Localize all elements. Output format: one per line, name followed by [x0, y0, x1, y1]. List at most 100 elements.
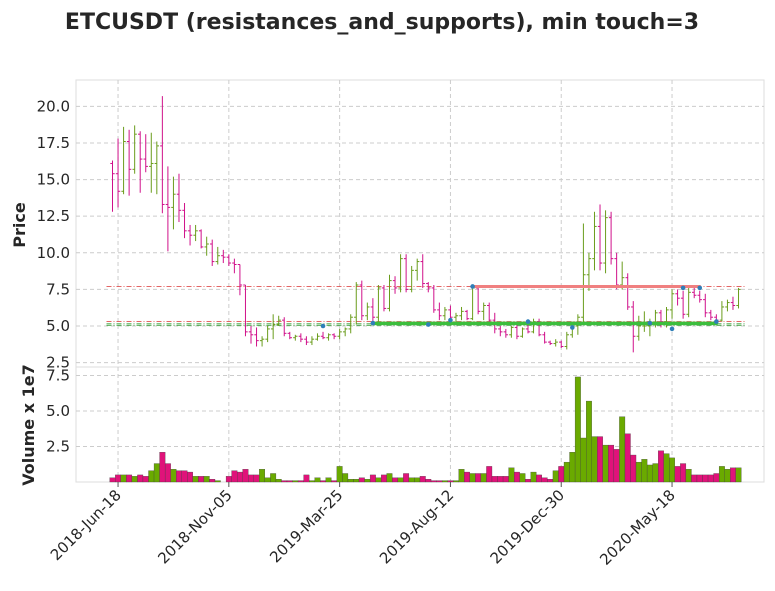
candle [265, 326, 270, 343]
candle [342, 327, 348, 337]
candle [697, 290, 702, 303]
volume-bar [680, 463, 687, 483]
volume-bar [724, 469, 731, 483]
volume-bar [547, 479, 554, 483]
chart-title: ETCUSDT (resistances_and_supports), min … [65, 10, 699, 35]
candle [132, 125, 137, 174]
candle [725, 299, 730, 312]
date-tick-label: 2018-Jun-18 [47, 486, 125, 564]
candle [193, 224, 198, 242]
price-tick-label: 2.5 [46, 354, 70, 372]
candle [315, 333, 320, 341]
volume-bar [347, 479, 354, 483]
volume-bar [624, 433, 631, 483]
volume-bar [181, 470, 188, 483]
volume-bar [646, 464, 653, 483]
volume-bar [209, 479, 216, 483]
volume-bar [419, 476, 426, 483]
volume-bar [364, 479, 371, 483]
volume-bar [353, 479, 360, 483]
candle [553, 339, 558, 347]
candle [381, 285, 387, 312]
price-tick-label: 5.0 [46, 317, 70, 335]
candle [736, 287, 741, 309]
candle [730, 296, 736, 310]
volume-bar [369, 474, 376, 483]
volume-bar [403, 473, 410, 483]
volume-bar [115, 474, 121, 483]
candle [187, 224, 193, 246]
volume-bar [425, 479, 432, 483]
candle [680, 290, 686, 319]
volume-bar [137, 474, 144, 483]
candle [514, 324, 520, 340]
volume-bar [453, 480, 459, 483]
candle [459, 306, 464, 321]
date-tick-label: 2019-Mar-25 [266, 486, 346, 566]
volume-bar [375, 477, 382, 483]
candle [692, 287, 697, 299]
candle [176, 173, 182, 223]
volume-tick-label: 5.0 [46, 402, 70, 420]
candle [686, 287, 691, 318]
candle [642, 311, 647, 332]
candle [270, 314, 276, 340]
candle [243, 284, 248, 337]
volume-bar [469, 473, 476, 483]
volume-bar [630, 454, 637, 483]
candle [426, 282, 431, 293]
volume-bar [619, 416, 626, 483]
touch-point [370, 320, 376, 326]
candle [237, 264, 243, 296]
candle [481, 302, 486, 321]
volume-bar [608, 444, 615, 483]
volume-bar [109, 477, 116, 483]
touch-point [697, 285, 703, 291]
candle [592, 211, 597, 271]
candlestick-series [110, 96, 741, 353]
volume-bar [176, 470, 182, 483]
candle [149, 132, 154, 193]
candle [464, 309, 470, 321]
candle [597, 204, 603, 271]
touch-point [714, 319, 719, 324]
candle [409, 265, 414, 293]
candle [420, 254, 425, 288]
candle [331, 333, 337, 340]
candle [226, 254, 232, 266]
candle [204, 236, 209, 256]
volume-bar [198, 476, 205, 483]
volume-bar [336, 466, 343, 483]
volume-bar [591, 436, 598, 483]
volume-bar [597, 436, 603, 483]
candle [703, 293, 708, 318]
volume-bar [663, 453, 670, 483]
candle [448, 305, 453, 319]
volume-bar [430, 480, 437, 483]
volume-bar [286, 480, 293, 483]
volume-bar [292, 480, 299, 483]
candle [636, 315, 641, 341]
candle [337, 328, 342, 340]
volume-bar [170, 469, 177, 483]
volume-bar [203, 476, 210, 483]
candle [509, 326, 514, 338]
candle [403, 254, 409, 293]
candle [221, 249, 226, 264]
candle [160, 96, 165, 214]
price-tick-label: 15.0 [37, 171, 70, 189]
candle [398, 254, 403, 293]
volume-bar [148, 470, 155, 483]
volume-bar [253, 474, 260, 483]
volume-bar [342, 473, 349, 483]
candle [309, 336, 315, 346]
volume-bar [525, 479, 531, 483]
volume-bar [408, 477, 415, 483]
volume-bar [120, 474, 127, 483]
date-tick-label: 2019-Dec-30 [487, 486, 568, 567]
date-tick-label: 2018-Nov-05 [154, 486, 235, 567]
candle [171, 176, 176, 230]
price-axis-label: Price [10, 202, 29, 248]
volume-bar [397, 477, 404, 483]
candle [287, 331, 292, 340]
